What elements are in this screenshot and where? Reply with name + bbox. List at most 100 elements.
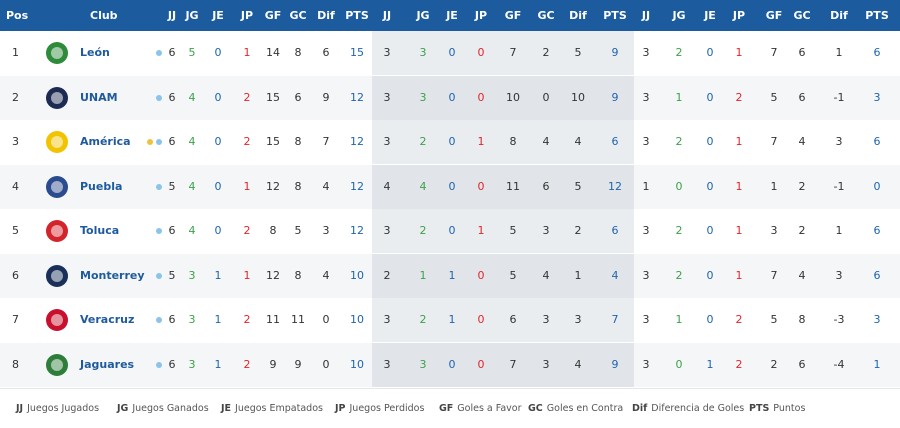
home-gc-cell: 0 (542, 90, 550, 104)
header-away-jg[interactable]: JG (672, 9, 686, 22)
leon-logo-icon[interactable] (46, 42, 68, 64)
qualification-blue-dot-icon (156, 361, 162, 368)
header-total-jj[interactable]: JJ (167, 9, 177, 22)
qualification-blue-dot-icon (156, 94, 162, 101)
unam-logo-icon[interactable] (46, 86, 68, 109)
total-jj-cell: 6 (168, 46, 176, 59)
header-home-je[interactable]: JE (446, 9, 458, 22)
total-gc-cell: 8 (294, 46, 302, 59)
home-gc-cell: 3 (542, 357, 550, 371)
toluca-logo-icon[interactable] (46, 220, 68, 242)
position-number: 6 (12, 268, 19, 282)
header-home-pts[interactable]: PTS (603, 9, 627, 22)
header-away-gf[interactable]: GF (765, 9, 783, 22)
qualification-blue-dot-icon (156, 139, 162, 145)
header-home-jg[interactable]: JG (416, 9, 430, 22)
header-total-jp[interactable]: JP (240, 9, 254, 22)
home-stats-shade (372, 209, 634, 253)
header-home-jj[interactable]: JJ (382, 9, 392, 22)
table-row[interactable]: 3 América 6 4 0 2 15 8 7 12 3 2 0 1 8 4 4 6 3 2 0 1 7 4 3 6 (0, 120, 900, 164)
total-jg-cell: 4 (188, 135, 196, 148)
club-name-link[interactable]: UNAM (80, 90, 118, 104)
away-gf-cell: 2 (770, 357, 778, 371)
total-gf-cell: 15 (266, 90, 280, 104)
total-pts-cell: 15 (350, 46, 364, 59)
home-pts-cell: 4 (611, 268, 619, 282)
position-number: 7 (12, 313, 19, 326)
away-jp-cell: 2 (735, 357, 743, 371)
home-gf-cell: 8 (509, 135, 517, 148)
header-away-gc[interactable]: GC (793, 9, 811, 22)
table-row[interactable]: 8 Jaguares 6 3 1 2 9 9 0 10 3 3 0 0 7 3 4 9 3 0 1 2 2 6 -4 1 (0, 342, 900, 387)
home-dif-cell: 4 (574, 357, 582, 371)
header-away-pts[interactable]: PTS (865, 9, 889, 22)
total-je-cell: 0 (214, 135, 222, 148)
monterrey-logo-icon[interactable] (46, 264, 68, 287)
club-name-link[interactable]: América (80, 135, 131, 148)
header-home-dif[interactable]: Dif (569, 9, 587, 22)
away-gf-cell: 7 (770, 46, 778, 59)
home-stats-shade (372, 120, 634, 164)
total-pts-cell: 10 (350, 313, 364, 326)
standings-header: Pos Club JJ JG JE JP GF GC Dif PTS JJ JG JE JP GF GC Dif… (0, 0, 900, 31)
header-total-je[interactable]: JE (212, 9, 224, 22)
total-jj-cell: 6 (168, 135, 176, 148)
header-total-gc[interactable]: GC (289, 9, 307, 22)
header-home-jp[interactable]: JP (474, 9, 488, 22)
table-row[interactable]: 7 Veracruz 6 3 1 2 11 11 0 10 3 2 1 0 6 3 3 7 3 1 0 2 5 8 -3 3 (0, 298, 900, 342)
home-dif-cell: 2 (574, 224, 582, 237)
table-row[interactable]: 1 León 6 5 0 1 14 8 6 15 3 3 0 0 7 2 5 9 3 2 0 1 7 6 1 6 (0, 31, 900, 75)
table-row[interactable]: 2 UNAM 6 4 0 2 15 6 9 12 3 3 0 0 10 0 10 9 3 1 0 2 5 6 -1 3 (0, 75, 900, 120)
total-jp-cell: 1 (243, 179, 251, 193)
club-name-link[interactable]: Puebla (80, 179, 123, 193)
away-jj-cell: 3 (642, 313, 650, 326)
table-row[interactable]: 6 Monterrey 5 3 1 1 12 8 4 10 2 1 1 0 5 4 1 4 3 2 0 1 7 4 3 6 (0, 253, 900, 298)
position-number: 3 (12, 135, 19, 148)
header-total-jg[interactable]: JG (185, 9, 199, 22)
home-gc-cell: 3 (542, 224, 550, 237)
header-home-gc[interactable]: GC (537, 9, 555, 22)
jaguares-logo-icon[interactable] (46, 353, 68, 376)
home-jj-cell: 4 (383, 179, 391, 193)
legend-abbr: JP (335, 403, 346, 414)
header-away-jp[interactable]: JP (732, 9, 746, 22)
club-name-link[interactable]: Jaguares (80, 357, 135, 371)
home-je-cell: 1 (448, 313, 456, 326)
club-name-link[interactable]: Toluca (80, 224, 120, 237)
header-total-gf[interactable]: GF (264, 9, 282, 22)
away-gf-cell: 7 (770, 135, 778, 148)
puebla-logo-icon[interactable] (46, 175, 68, 198)
header-club[interactable]: Club (90, 9, 118, 22)
away-gf-cell: 5 (770, 313, 778, 326)
header-away-dif[interactable]: Dif (830, 9, 848, 22)
home-jg-cell: 3 (419, 357, 427, 371)
america-logo-icon[interactable] (46, 131, 68, 153)
home-je-cell: 0 (448, 179, 456, 193)
club-name-link[interactable]: Veracruz (80, 313, 135, 326)
table-row[interactable]: 5 Toluca 6 4 0 2 8 5 3 12 3 2 0 1 5 3 2 6 3 2 0 1 3 2 1 6 (0, 209, 900, 253)
home-pts-cell: 12 (608, 179, 622, 193)
club-name-link[interactable]: León (80, 46, 110, 59)
away-gc-cell: 4 (798, 268, 806, 282)
total-je-cell: 1 (214, 313, 222, 326)
home-dif-cell: 5 (574, 46, 582, 59)
header-total-pts[interactable]: PTS (345, 9, 369, 22)
total-gc-cell: 9 (294, 357, 302, 371)
veracruz-logo-icon[interactable] (46, 309, 68, 331)
legend-item-gf: GF Goles a Favor (439, 389, 522, 428)
home-gc-cell: 4 (542, 268, 550, 282)
home-jp-cell: 0 (477, 357, 485, 371)
header-away-je[interactable]: JE (704, 9, 716, 22)
home-jg-cell: 4 (419, 179, 427, 193)
total-jg-cell: 3 (188, 357, 196, 371)
header-total-dif[interactable]: Dif (317, 9, 335, 22)
home-gf-cell: 6 (509, 313, 517, 326)
header-home-gf[interactable]: GF (504, 9, 522, 22)
total-dif-cell: 4 (322, 268, 330, 282)
header-away-jj[interactable]: JJ (641, 9, 651, 22)
club-name-link[interactable]: Monterrey (80, 268, 145, 282)
header-pos[interactable]: Pos (6, 9, 29, 22)
table-row[interactable]: 4 Puebla 5 4 0 1 12 8 4 12 4 4 0 0 11 6 5 12 1 0 0 1 1 2 -1 0 (0, 164, 900, 209)
total-jj-cell: 5 (168, 179, 176, 193)
total-je-cell: 1 (214, 357, 222, 371)
